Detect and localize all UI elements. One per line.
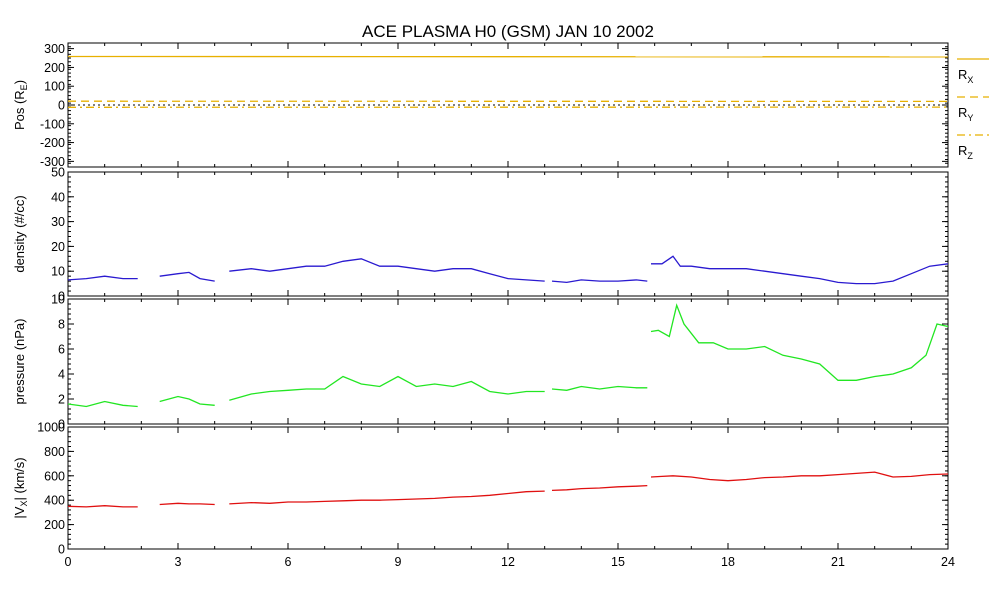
y-tick-label: 50	[51, 166, 65, 180]
legend-label-sub: X	[967, 75, 973, 85]
y-axis-label: pressure (nPa)	[12, 319, 27, 405]
x-tick-label: 12	[501, 555, 515, 569]
series-line-density-0	[68, 275, 138, 281]
y-axis-label-end: | (km/s)	[12, 457, 27, 500]
series-line-pressure-4	[650, 303, 948, 381]
y-tick-label: 10	[51, 265, 65, 279]
y-tick-label: 0	[58, 290, 65, 304]
x-tick-label: 3	[175, 555, 182, 569]
x-tick-label: 21	[831, 555, 845, 569]
y-tick-label: 100	[44, 80, 65, 94]
y-tick-label: 800	[44, 445, 65, 459]
series-line-density-4	[651, 255, 948, 285]
x-tick-label: 6	[285, 555, 292, 569]
x-tick-label: 9	[395, 555, 402, 569]
panel-velocity: 1000 800 600 400 200 0 |VX| (km/s) 0 3 6 9 12 15 18 21…	[12, 421, 955, 570]
panel-frame	[67, 171, 949, 297]
legend-label-0: RX	[958, 67, 973, 85]
y-tick-label: 10	[51, 293, 65, 307]
y-axis-label-main: |V	[12, 506, 27, 518]
y-tick-label: 0	[58, 543, 65, 557]
chart-title: ACE PLASMA H0 (GSM) JAN 10 2002	[362, 22, 654, 41]
series-line-pressure-1	[159, 395, 215, 406]
y-tick-label: 400	[44, 494, 65, 508]
series-line-velocity-0	[68, 505, 138, 508]
panel-pressure: 10 8 6 4 2 0 pressure (nPa)	[12, 293, 949, 432]
series-line-pressure-2	[229, 375, 545, 401]
series-line-density-2	[229, 258, 545, 282]
x-tick-label: 24	[941, 555, 955, 569]
legend-label-1: RY	[958, 105, 973, 123]
series-line-pressure-0	[68, 400, 138, 408]
y-tick-label: 200	[44, 518, 65, 532]
legend-label-sub: Y	[967, 113, 973, 123]
y-tick-label: 1000	[37, 421, 65, 435]
legend-label-main: R	[958, 67, 967, 82]
y-axis-label-sub: E	[19, 84, 29, 90]
series-line-velocity-2	[229, 490, 545, 505]
series-line-density-3	[551, 279, 648, 284]
y-axis-label-sub: X	[19, 501, 29, 507]
y-tick-label: 2	[58, 393, 65, 407]
y-tick-label: 20	[51, 240, 65, 254]
y-axis-label: density (#/cc)	[12, 195, 27, 272]
y-tick-label: 30	[51, 215, 65, 229]
series-line-velocity-1	[159, 502, 215, 506]
y-tick-label: 0	[58, 99, 65, 113]
x-tick-label: 0	[65, 555, 72, 569]
y-tick-label: 4	[58, 368, 65, 382]
legend-label-main: R	[958, 105, 967, 120]
y-tick-label: 40	[51, 190, 65, 204]
y-tick-label: 300	[44, 42, 65, 56]
x-tick-label: 15	[611, 555, 625, 569]
series-line-density-1	[159, 271, 215, 282]
y-axis-label: Pos (RE)	[12, 80, 29, 130]
legend-label-main: R	[958, 143, 967, 158]
y-tick-label: -200	[40, 136, 65, 150]
panel-frame	[67, 298, 949, 425]
x-tick-label: 18	[721, 555, 735, 569]
y-tick-label: 200	[44, 61, 65, 75]
y-axis-label-end: )	[12, 80, 27, 84]
series-line-velocity-4	[650, 471, 948, 482]
y-tick-label: -300	[40, 155, 65, 169]
y-axis-label-main: Pos (R	[12, 90, 27, 130]
y-axis-label: |VX| (km/s)	[12, 457, 29, 518]
panel-frame	[67, 426, 949, 550]
y-tick-label: 6	[58, 343, 65, 357]
legend-label-2: RZ	[958, 143, 973, 161]
series-line-pressure-3	[551, 385, 648, 391]
y-tick-label: 600	[44, 469, 65, 483]
y-tick-label: -100	[40, 117, 65, 131]
y-tick-label: 0	[58, 418, 65, 432]
y-tick-label: 8	[58, 318, 65, 332]
legend-label-sub: Z	[967, 151, 973, 161]
series-line-velocity-3	[551, 484, 648, 492]
